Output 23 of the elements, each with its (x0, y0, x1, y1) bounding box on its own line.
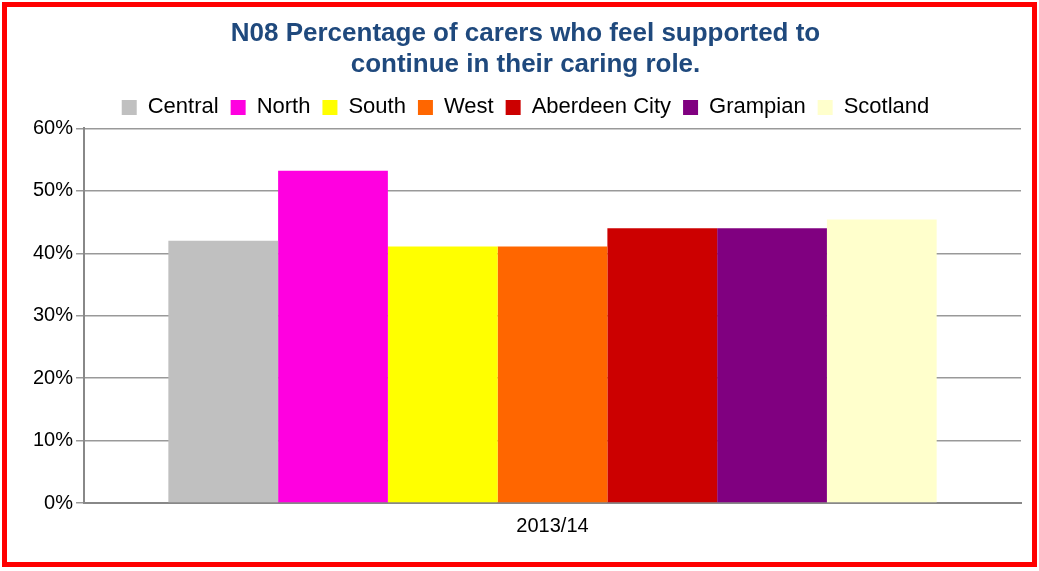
legend-label: North (256, 93, 311, 119)
y-tick-label: 0% (44, 490, 74, 513)
legend-label: West (443, 93, 494, 119)
legend-label: Grampian (709, 93, 806, 119)
bar (387, 246, 498, 503)
y-tick-label: 10% (33, 428, 74, 451)
bar (497, 246, 608, 503)
y-tick-label: 40% (33, 240, 74, 263)
bar (168, 240, 279, 503)
legend-label: Scotland (843, 93, 930, 119)
bar (826, 219, 937, 503)
y-tick-label: 30% (33, 303, 74, 326)
legend-label: Aberdeen City (531, 93, 672, 119)
chart-title: N08 Percentage of carers who feel supported to continue in their caring role. (230, 16, 821, 78)
y-tick-label: 60% (33, 115, 74, 138)
legend-label: South (348, 93, 406, 119)
legend-label: Central (147, 93, 219, 119)
y-tick-label: 20% (33, 365, 74, 388)
y-tick-label: 50% (33, 178, 74, 201)
bar (717, 228, 827, 503)
bar (278, 170, 388, 503)
bar (607, 228, 718, 503)
x-tick-label: 2013/14 (516, 513, 589, 536)
